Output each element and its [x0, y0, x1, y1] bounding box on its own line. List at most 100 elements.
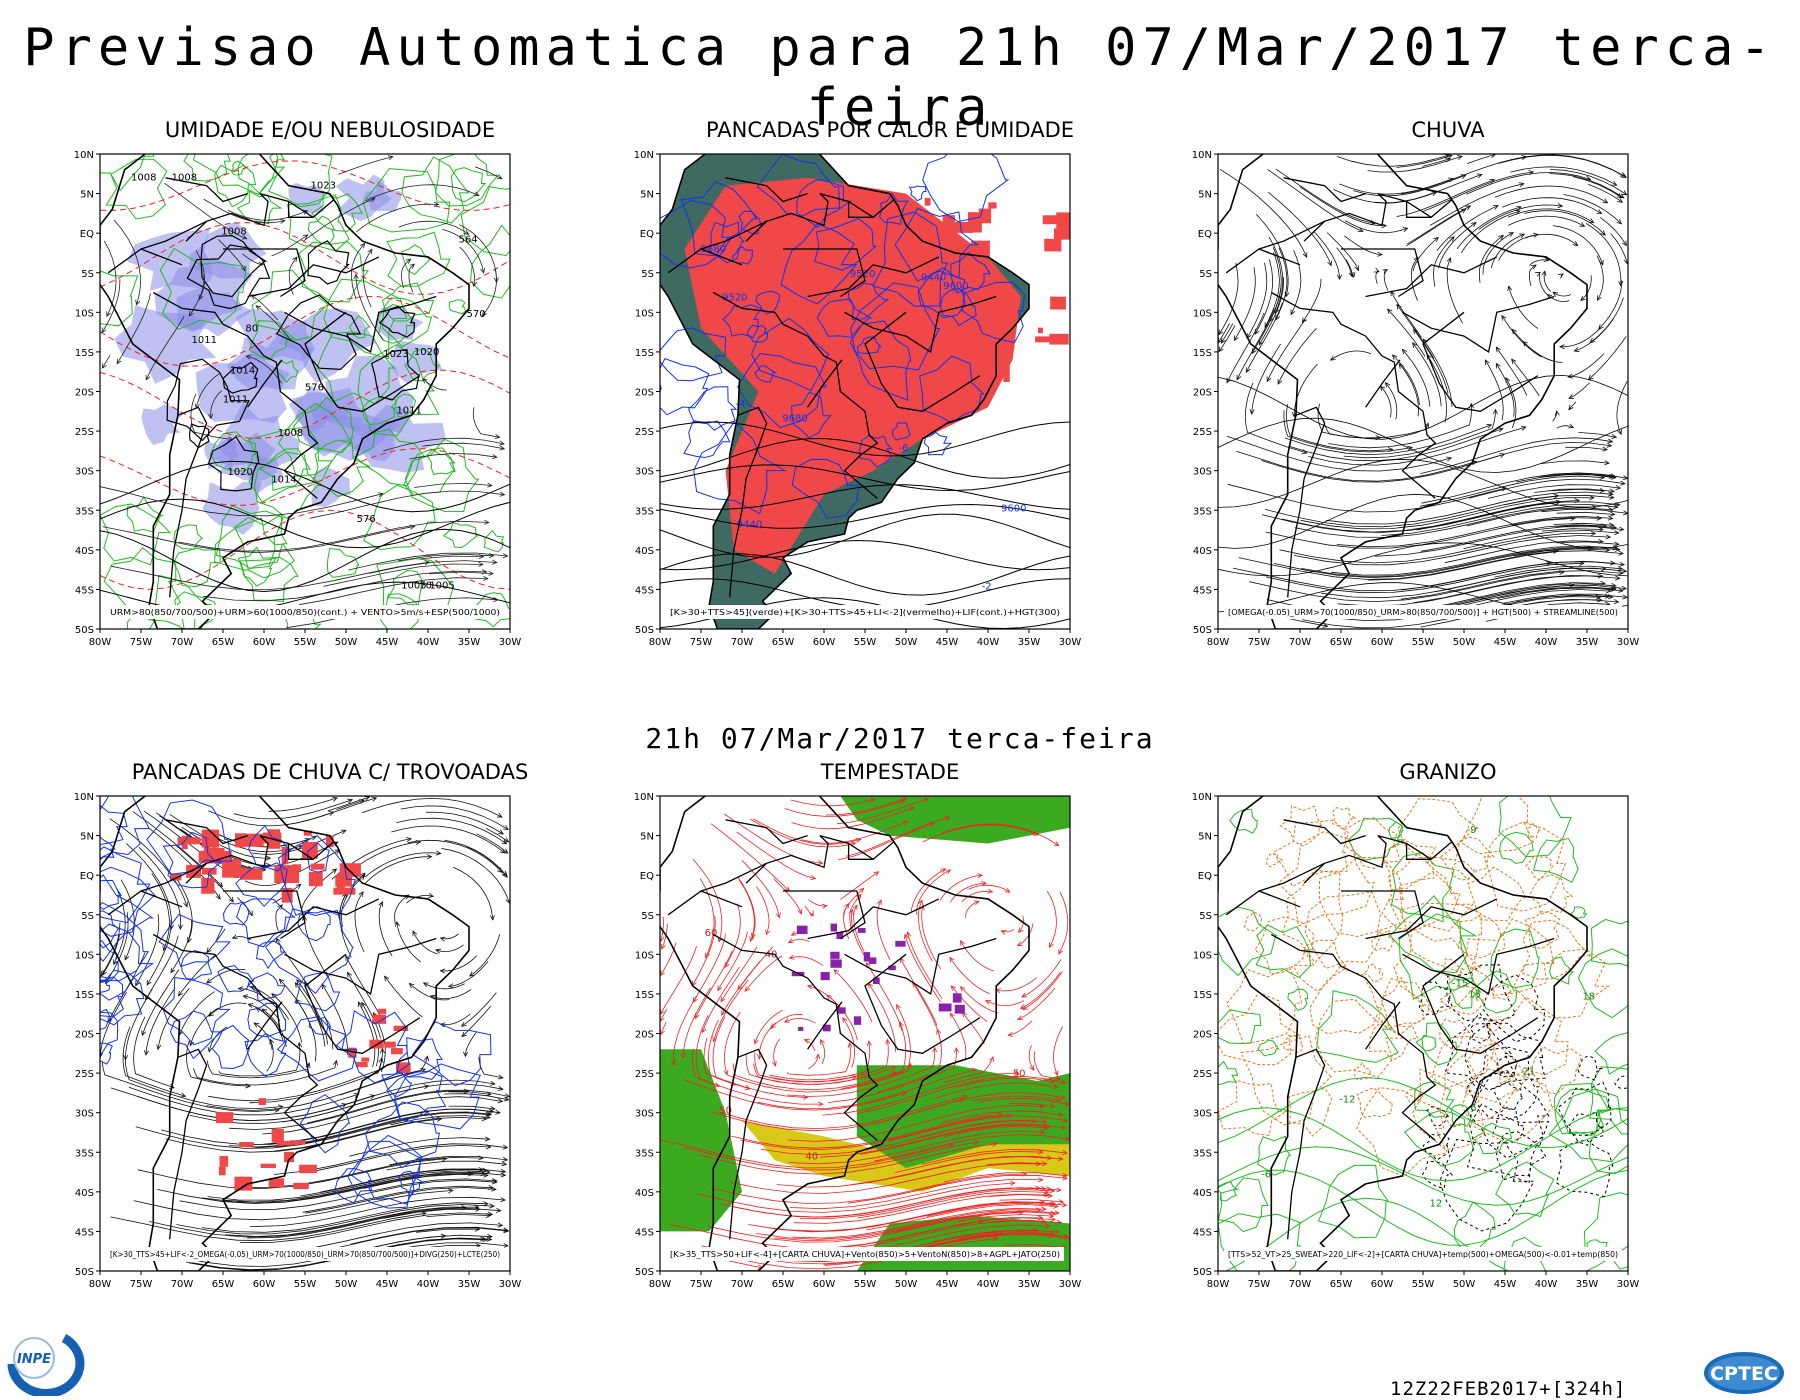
- streamline: [349, 1137, 490, 1157]
- inpe-logo: INPE: [4, 1330, 90, 1398]
- country-border: [700, 220, 767, 250]
- streamline: [1219, 168, 1308, 258]
- wind-arrow: [415, 839, 422, 845]
- wind-arrow: [439, 968, 446, 974]
- wind-arrow: [1558, 273, 1564, 279]
- streamline: [233, 799, 353, 820]
- wind-arrow: [1052, 1084, 1059, 1090]
- isoline: [100, 369, 510, 439]
- wind-arrow: [141, 1030, 147, 1037]
- contour-line: [278, 834, 356, 916]
- wind-arrow: [1596, 515, 1603, 521]
- wind-arrow: [1460, 208, 1467, 214]
- lat-tick-label: 5N: [640, 190, 654, 201]
- streamline: [773, 1038, 781, 1066]
- contour-line: [398, 1170, 427, 1198]
- streamline: [1236, 309, 1275, 380]
- lat-tick-label: 10N: [1192, 150, 1212, 161]
- wind-arrow: [1000, 930, 1007, 935]
- country-border: [712, 933, 879, 1141]
- wind-arrow: [371, 796, 378, 802]
- wind-arrow: [1553, 493, 1560, 499]
- contour-label: 18: [1582, 991, 1595, 1002]
- streamline: [348, 552, 508, 571]
- streamline: [950, 882, 987, 903]
- coastline: [660, 796, 1030, 1271]
- isoline: [100, 460, 510, 513]
- streamline: [435, 944, 464, 952]
- streamline: [396, 817, 507, 845]
- wind-arrow: [208, 1011, 214, 1017]
- contour-line: [1426, 1106, 1450, 1128]
- contour-line: [660, 327, 727, 382]
- streamline: [304, 981, 334, 1050]
- streamline: [407, 839, 503, 873]
- wind-arrow: [1049, 1103, 1056, 1109]
- contour-line: [126, 496, 165, 533]
- streamline: [371, 1178, 497, 1192]
- country-border: [185, 192, 335, 242]
- streamline: [754, 1009, 783, 1044]
- contour-line: [386, 1070, 447, 1121]
- wind-arrow: [247, 1003, 254, 1008]
- contour-label: -6: [1261, 1169, 1271, 1180]
- panel-caption: [K>35_TTS>50+LIF<-4]+[CARTA CHUVA]+Vento…: [670, 1250, 1060, 1259]
- panel-caption: [K>30_TTS>45+LIF<-2_OMEGA(-0.05)_URM>70(…: [110, 1250, 500, 1259]
- wind-arrow: [361, 1001, 367, 1008]
- wind-arrow: [478, 1155, 484, 1161]
- contour-line: [1548, 1088, 1628, 1163]
- wind-arrow: [1568, 423, 1575, 429]
- wind-arrow: [721, 1009, 726, 1016]
- field-patch: [201, 877, 215, 894]
- streamline: [1226, 312, 1265, 383]
- streamline: [368, 560, 497, 574]
- streamline: [1284, 424, 1492, 456]
- streamline: [1390, 291, 1422, 338]
- wind-arrow: [1552, 291, 1559, 297]
- wind-arrow: [1610, 586, 1617, 592]
- field-patch: [391, 1048, 403, 1055]
- streamline: [660, 1008, 668, 1022]
- wind-arrow: [422, 982, 429, 988]
- streamline: [808, 1054, 819, 1069]
- streamline: [1255, 213, 1289, 297]
- lat-tick-label: 15S: [635, 990, 654, 1001]
- country-border: [745, 192, 895, 242]
- streamline: [1232, 562, 1551, 592]
- contour-line: [247, 972, 286, 1002]
- wind-arrow: [1322, 623, 1329, 629]
- streamline: [888, 1004, 911, 1076]
- wind-arrow: [960, 939, 965, 946]
- contour-label: 576: [305, 383, 324, 394]
- field-patch: [796, 925, 808, 934]
- contour-label: 9440: [921, 273, 946, 284]
- isoline: [1218, 1107, 1628, 1182]
- contour-line: [1421, 1034, 1437, 1052]
- wind-arrow: [394, 920, 400, 927]
- country-border: [1402, 937, 1555, 995]
- field-patch: [215, 848, 225, 864]
- field-patch: [361, 1057, 370, 1062]
- contour-line: [1415, 1022, 1458, 1066]
- streamline: [857, 1190, 1049, 1219]
- streamline: [1552, 411, 1558, 422]
- lat-tick-label: 5N: [1198, 190, 1212, 201]
- country-border: [169, 1048, 208, 1240]
- streamline: [737, 876, 756, 939]
- contour-line: [780, 223, 858, 305]
- streamline: [745, 1053, 868, 1085]
- contour-label: 40: [765, 950, 778, 961]
- wind-arrow: [1029, 1065, 1035, 1072]
- streamline: [960, 986, 999, 1014]
- wind-arrow: [501, 1161, 508, 1167]
- country-border: [247, 898, 380, 940]
- wind-arrow: [940, 868, 947, 874]
- lat-tick-label: 10S: [75, 308, 94, 319]
- wind-arrow: [207, 1046, 213, 1053]
- lat-tick-label: 50S: [635, 1267, 654, 1278]
- streamline: [712, 1016, 736, 1086]
- streamline: [157, 988, 190, 1050]
- wind-arrow: [1617, 429, 1622, 436]
- contour-line: [1283, 1035, 1303, 1054]
- contour-line: [1331, 806, 1357, 830]
